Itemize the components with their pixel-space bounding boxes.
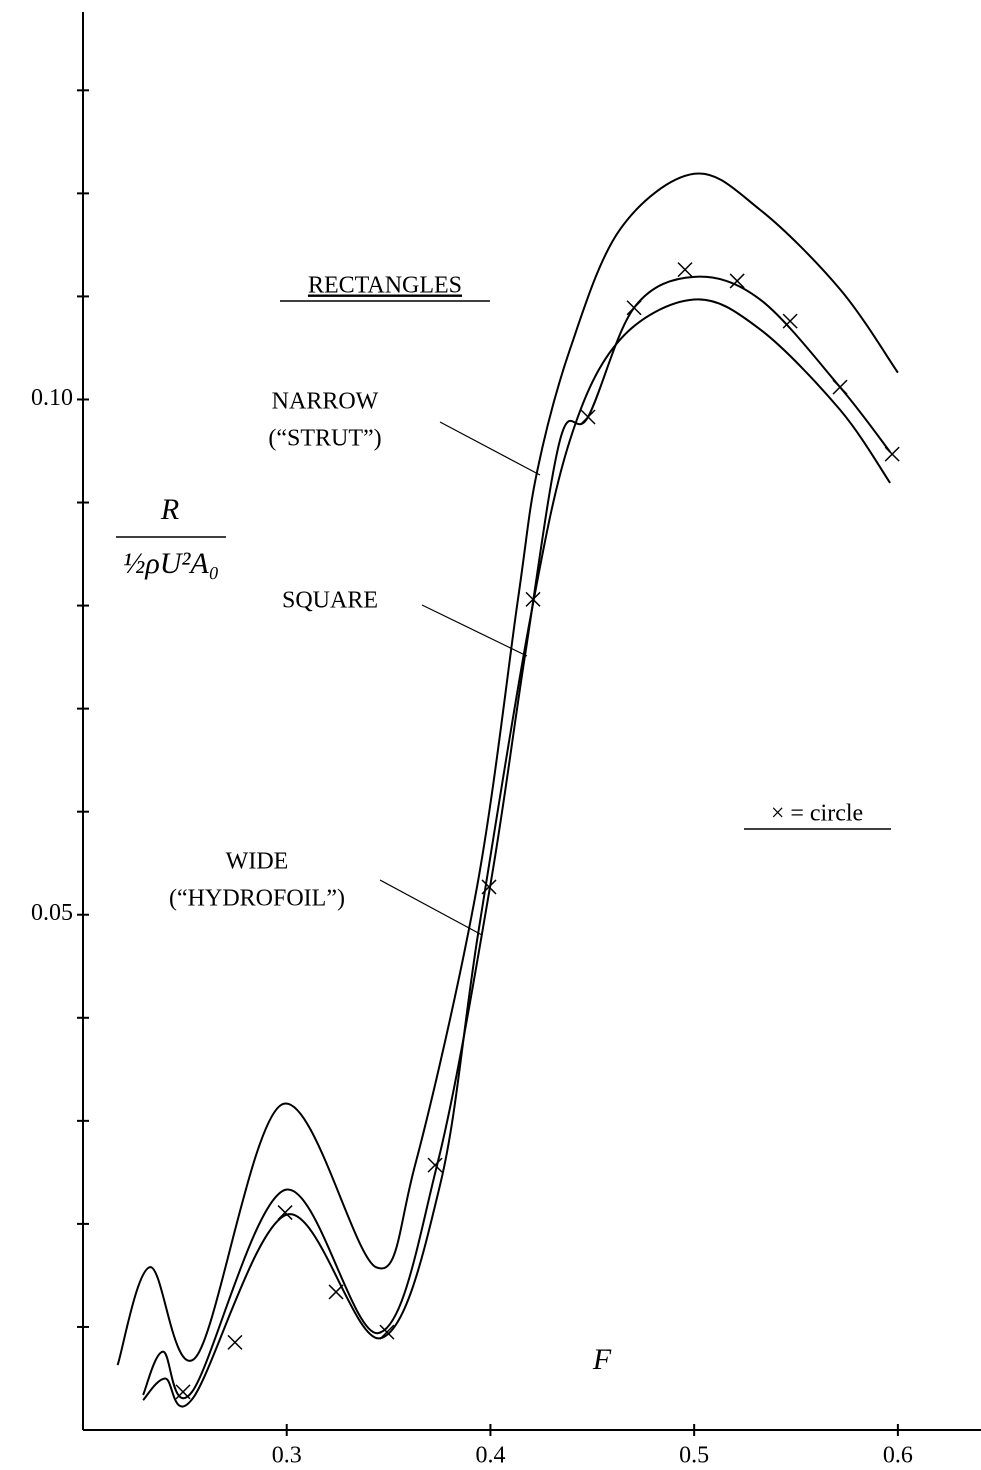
series-label: SQUARE xyxy=(282,588,378,614)
marker-stroke xyxy=(884,446,900,462)
marker-stroke xyxy=(832,379,848,395)
x-tick-label: 0.4 xyxy=(475,1443,505,1469)
marker-stroke xyxy=(580,409,596,425)
circle-marker xyxy=(677,262,693,278)
marker-stroke xyxy=(525,591,541,607)
y-tick-label: 0.10 xyxy=(31,385,73,411)
marker-stroke xyxy=(677,262,693,278)
circle-marker xyxy=(481,879,497,895)
marker-stroke xyxy=(481,879,497,895)
circle-marker xyxy=(782,313,798,329)
circle-marker xyxy=(379,1324,395,1340)
marker-stroke xyxy=(379,1324,395,1340)
annotation-arrow xyxy=(439,421,541,476)
series-label: NARROW xyxy=(272,389,379,415)
marker-stroke xyxy=(277,1205,293,1221)
x-tick-label: 0.5 xyxy=(679,1443,709,1469)
curve xyxy=(142,275,891,1400)
x-axis-label: F xyxy=(592,1343,612,1376)
chart-title: RECTANGLES xyxy=(308,273,462,299)
y-axis-label-numerator: R xyxy=(160,493,179,526)
circle-marker xyxy=(626,300,642,316)
series-label: (“HYDROFOIL”) xyxy=(169,886,345,912)
marker-stroke xyxy=(626,300,642,316)
x-tick-label: 0.3 xyxy=(272,1443,302,1469)
marker-stroke xyxy=(782,313,798,329)
curve xyxy=(116,172,899,1366)
circle-marker xyxy=(580,409,596,425)
circle-marker xyxy=(729,273,745,289)
circle-marker xyxy=(328,1284,344,1300)
marker-stroke xyxy=(227,1334,243,1350)
series-label: WIDE xyxy=(226,849,289,875)
circle-marker xyxy=(227,1334,243,1350)
curve xyxy=(142,298,891,1408)
y-axis-label-denominator: ½ρU²A₀ xyxy=(123,547,219,580)
marker-stroke xyxy=(729,273,745,289)
marker-legend: × = circle xyxy=(771,801,863,827)
circle-marker xyxy=(832,379,848,395)
marker-stroke xyxy=(328,1284,344,1300)
y-tick-label: 0.05 xyxy=(31,900,73,926)
marker-stroke xyxy=(175,1384,191,1400)
circle-marker xyxy=(525,591,541,607)
series-label: (“STRUT”) xyxy=(268,426,381,452)
marker-stroke xyxy=(427,1157,443,1173)
circle-marker xyxy=(175,1384,191,1400)
circle-marker xyxy=(427,1157,443,1173)
annotation-arrow xyxy=(379,879,483,936)
annotation-arrow xyxy=(421,604,528,657)
circle-marker xyxy=(884,446,900,462)
circle-marker xyxy=(277,1205,293,1221)
x-tick-label: 0.6 xyxy=(883,1443,913,1469)
